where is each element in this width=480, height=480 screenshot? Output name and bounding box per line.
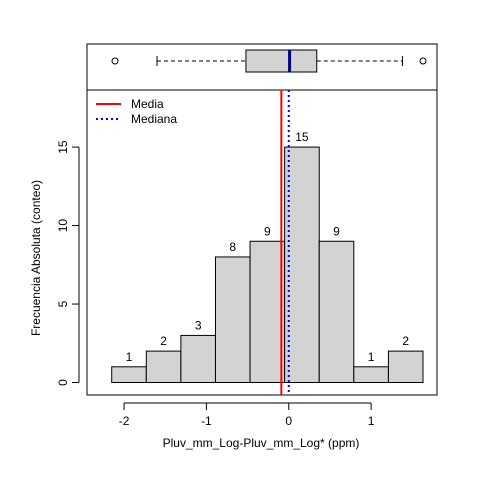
y-tick-label-2: 10	[56, 219, 70, 233]
boxplot-outlier-0	[111, 57, 119, 65]
x-tick-label-2: 0	[285, 414, 292, 428]
bar-label-8: 2	[402, 334, 409, 348]
bar-6	[318, 240, 355, 383]
bar-label-7: 1	[368, 350, 375, 364]
bar-1	[145, 350, 182, 384]
boxplot-outlier-1	[419, 57, 427, 65]
bar-4	[249, 240, 286, 383]
bar-label-5: 15	[295, 130, 309, 144]
bar-0	[111, 366, 147, 383]
y-tick-label-3: 15	[56, 140, 70, 154]
legend-label-1: Mediana	[131, 112, 177, 126]
legend-label-0: Media	[131, 97, 164, 111]
histogram-frame	[86, 89, 438, 396]
bar-7	[353, 366, 389, 383]
y-tick-label-0: 0	[56, 379, 70, 386]
bar-label-3: 8	[229, 240, 236, 254]
bar-label-4: 9	[264, 224, 271, 238]
boxplot-panel	[86, 43, 438, 91]
y-tick-label-1: 5	[56, 300, 70, 307]
bar-2	[180, 334, 216, 383]
x-tick-label-1: -1	[201, 414, 212, 428]
histogram-panel: 1 2 3 8 9 15 9 1 2 0 5 10 15 -2 -1 0 1	[56, 89, 438, 428]
x-tick-label-0: -2	[119, 414, 130, 428]
x-axis-label: Pluv_mm_Log-Pluv_mm_Log* (ppm)	[163, 436, 360, 450]
bar-label-2: 3	[195, 318, 202, 332]
x-tick-label-3: 1	[368, 414, 375, 428]
bar-label-1: 2	[160, 334, 167, 348]
bar-5	[284, 146, 320, 383]
bar-8	[387, 350, 424, 384]
y-axis-label: Frecuencia Absoluta (conteo)	[29, 180, 43, 336]
boxplot-box	[245, 49, 318, 73]
bar-3	[214, 256, 251, 384]
bar-label-6: 9	[333, 224, 340, 238]
bar-label-0: 1	[126, 350, 133, 364]
